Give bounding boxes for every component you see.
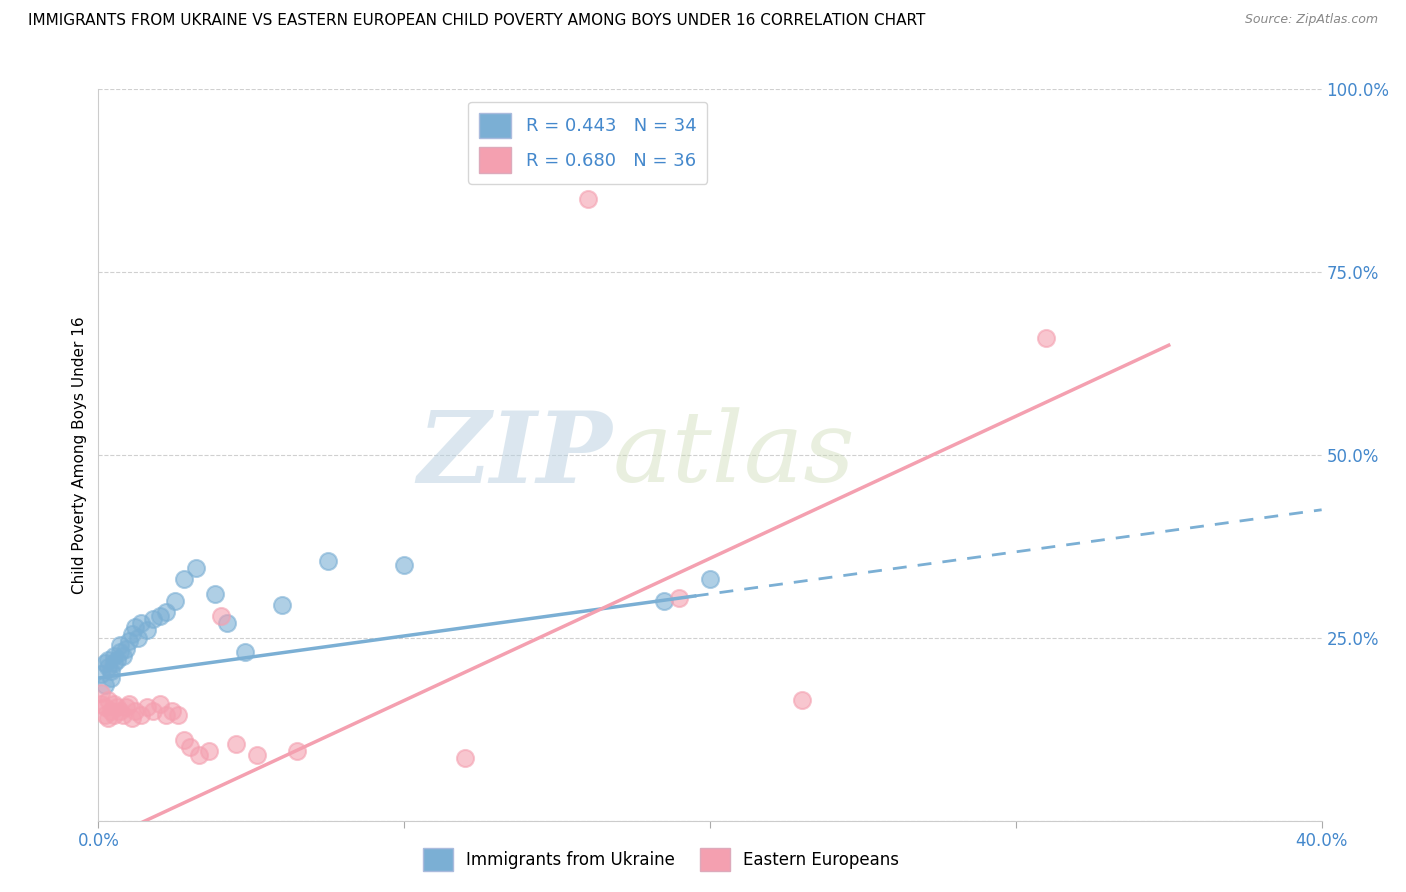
Point xyxy=(316,554,339,568)
Point xyxy=(90,686,112,700)
Point xyxy=(97,653,120,667)
Point xyxy=(93,700,115,714)
Point xyxy=(197,744,219,758)
Point xyxy=(136,700,159,714)
Point xyxy=(93,707,115,722)
Point xyxy=(100,704,122,718)
Point xyxy=(179,740,201,755)
Point xyxy=(142,613,165,627)
Point xyxy=(668,591,690,605)
Point xyxy=(103,649,125,664)
Point xyxy=(124,620,146,634)
Point xyxy=(115,641,138,656)
Point xyxy=(103,707,125,722)
Point xyxy=(392,558,416,572)
Point xyxy=(136,624,159,638)
Point xyxy=(149,697,172,711)
Point xyxy=(142,704,165,718)
Point xyxy=(108,638,131,652)
Point xyxy=(652,594,675,608)
Point xyxy=(163,594,186,608)
Point xyxy=(225,737,247,751)
Point xyxy=(127,631,149,645)
Point xyxy=(103,697,125,711)
Point xyxy=(111,707,134,722)
Point xyxy=(167,707,190,722)
Point xyxy=(118,634,141,648)
Point xyxy=(97,693,120,707)
Point xyxy=(105,700,128,714)
Point xyxy=(699,572,721,586)
Point xyxy=(111,649,134,664)
Point xyxy=(129,707,152,722)
Point xyxy=(1035,331,1057,345)
Point xyxy=(215,616,238,631)
Point xyxy=(790,693,813,707)
Point xyxy=(105,653,128,667)
Point xyxy=(97,711,120,725)
Point xyxy=(93,657,115,671)
Point xyxy=(173,572,195,586)
Point xyxy=(285,744,308,758)
Point xyxy=(173,733,195,747)
Point xyxy=(204,587,226,601)
Point xyxy=(100,664,122,678)
Point xyxy=(155,605,177,619)
Point xyxy=(121,711,143,725)
Legend: Immigrants from Ukraine, Eastern Europeans: Immigrants from Ukraine, Eastern Europea… xyxy=(416,841,905,878)
Point xyxy=(108,704,131,718)
Point xyxy=(160,704,183,718)
Point xyxy=(149,608,172,623)
Point xyxy=(188,747,211,762)
Point xyxy=(121,627,143,641)
Point xyxy=(100,671,122,685)
Point xyxy=(576,192,599,206)
Point xyxy=(124,704,146,718)
Point xyxy=(129,616,152,631)
Text: atlas: atlas xyxy=(612,408,855,502)
Point xyxy=(246,747,269,762)
Point xyxy=(115,700,138,714)
Text: Source: ZipAtlas.com: Source: ZipAtlas.com xyxy=(1244,13,1378,27)
Point xyxy=(93,678,115,692)
Point xyxy=(103,657,125,671)
Point xyxy=(186,561,208,575)
Point xyxy=(90,667,112,681)
Point xyxy=(97,660,120,674)
Point xyxy=(209,608,232,623)
Point xyxy=(118,697,141,711)
Text: ZIP: ZIP xyxy=(418,407,612,503)
Point xyxy=(155,707,177,722)
Point xyxy=(454,751,477,765)
Text: IMMIGRANTS FROM UKRAINE VS EASTERN EUROPEAN CHILD POVERTY AMONG BOYS UNDER 16 CO: IMMIGRANTS FROM UKRAINE VS EASTERN EUROP… xyxy=(28,13,925,29)
Point xyxy=(108,645,131,659)
Point xyxy=(270,598,292,612)
Y-axis label: Child Poverty Among Boys Under 16: Child Poverty Among Boys Under 16 xyxy=(72,316,87,594)
Point xyxy=(233,645,256,659)
Point xyxy=(90,697,112,711)
